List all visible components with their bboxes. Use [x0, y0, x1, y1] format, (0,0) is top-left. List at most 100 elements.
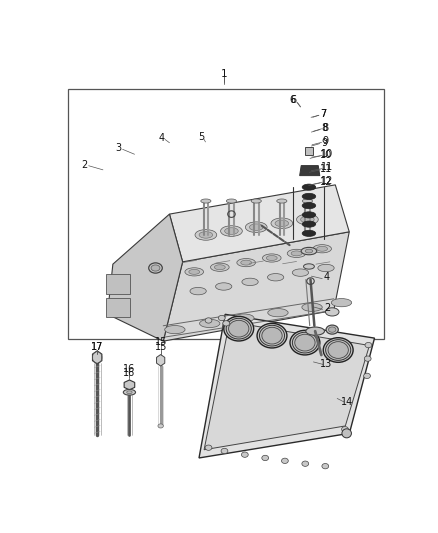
Ellipse shape [221, 225, 242, 236]
Ellipse shape [304, 264, 314, 269]
Ellipse shape [292, 269, 309, 276]
Ellipse shape [189, 269, 200, 274]
Ellipse shape [223, 321, 230, 326]
Text: 5: 5 [198, 132, 205, 142]
Text: 15: 15 [155, 337, 167, 347]
Text: 10: 10 [321, 149, 333, 159]
Ellipse shape [275, 220, 289, 227]
Text: 13: 13 [320, 359, 332, 369]
Ellipse shape [257, 324, 287, 348]
Ellipse shape [295, 334, 315, 351]
Ellipse shape [328, 327, 336, 332]
Ellipse shape [214, 265, 225, 270]
Polygon shape [92, 351, 102, 364]
Ellipse shape [302, 184, 316, 190]
Ellipse shape [277, 199, 287, 203]
Ellipse shape [124, 390, 135, 395]
Ellipse shape [331, 298, 352, 307]
Ellipse shape [317, 246, 328, 251]
Text: 1: 1 [221, 69, 228, 79]
Ellipse shape [282, 458, 288, 464]
Text: 12: 12 [321, 176, 333, 186]
Ellipse shape [149, 263, 162, 273]
Ellipse shape [322, 464, 328, 469]
Text: 16: 16 [124, 364, 135, 374]
Ellipse shape [318, 264, 334, 272]
Ellipse shape [221, 448, 228, 454]
Ellipse shape [364, 356, 371, 361]
Text: 7: 7 [321, 109, 327, 119]
Text: 10: 10 [320, 150, 332, 160]
Polygon shape [199, 314, 374, 458]
Ellipse shape [215, 283, 232, 290]
Polygon shape [204, 322, 369, 450]
Ellipse shape [328, 342, 348, 358]
FancyBboxPatch shape [304, 147, 313, 155]
Ellipse shape [185, 268, 204, 276]
Ellipse shape [259, 325, 285, 346]
Ellipse shape [262, 455, 268, 461]
Ellipse shape [302, 230, 316, 237]
Ellipse shape [262, 254, 281, 262]
Ellipse shape [226, 199, 237, 203]
Ellipse shape [205, 445, 212, 450]
Ellipse shape [290, 330, 320, 355]
Ellipse shape [306, 327, 325, 335]
Ellipse shape [233, 314, 254, 322]
Text: 17: 17 [91, 342, 103, 352]
Text: 4: 4 [159, 133, 165, 143]
Ellipse shape [313, 245, 332, 253]
Ellipse shape [325, 308, 339, 316]
Ellipse shape [219, 316, 225, 321]
Text: 9: 9 [322, 136, 328, 146]
Ellipse shape [268, 309, 288, 317]
Ellipse shape [224, 317, 254, 341]
Text: 6: 6 [290, 95, 295, 105]
Ellipse shape [364, 373, 371, 378]
Ellipse shape [251, 199, 261, 203]
Text: 11: 11 [321, 163, 333, 172]
Ellipse shape [205, 318, 212, 323]
Ellipse shape [302, 303, 322, 311]
Text: 6: 6 [290, 95, 297, 104]
Ellipse shape [297, 214, 318, 225]
Text: 12: 12 [320, 177, 332, 187]
Text: 2: 2 [324, 303, 330, 313]
Ellipse shape [151, 265, 160, 271]
Text: 4: 4 [323, 272, 329, 282]
Ellipse shape [226, 318, 251, 339]
Ellipse shape [323, 338, 353, 362]
Ellipse shape [245, 222, 267, 232]
Ellipse shape [271, 218, 293, 229]
Ellipse shape [342, 429, 351, 438]
Polygon shape [300, 166, 320, 175]
Ellipse shape [241, 452, 248, 457]
Polygon shape [107, 214, 183, 341]
Ellipse shape [190, 287, 206, 295]
FancyBboxPatch shape [106, 297, 130, 317]
Ellipse shape [293, 332, 318, 353]
Text: 8: 8 [321, 124, 328, 133]
Text: 15: 15 [155, 342, 167, 352]
Polygon shape [124, 380, 135, 390]
Ellipse shape [201, 199, 211, 203]
Ellipse shape [200, 319, 220, 328]
Text: 17: 17 [91, 342, 103, 352]
Ellipse shape [127, 391, 132, 394]
Ellipse shape [262, 327, 282, 344]
Text: 11: 11 [320, 164, 332, 174]
Text: 16: 16 [124, 368, 135, 377]
Ellipse shape [305, 249, 313, 253]
Text: 7: 7 [320, 109, 326, 119]
Polygon shape [170, 185, 349, 262]
Ellipse shape [342, 426, 348, 432]
Ellipse shape [158, 424, 163, 428]
Ellipse shape [302, 193, 316, 199]
Ellipse shape [325, 340, 351, 360]
Ellipse shape [287, 249, 306, 257]
Ellipse shape [199, 232, 213, 238]
Ellipse shape [225, 228, 238, 235]
Ellipse shape [165, 326, 185, 334]
Text: 9: 9 [321, 138, 328, 148]
Bar [68, 88, 384, 339]
